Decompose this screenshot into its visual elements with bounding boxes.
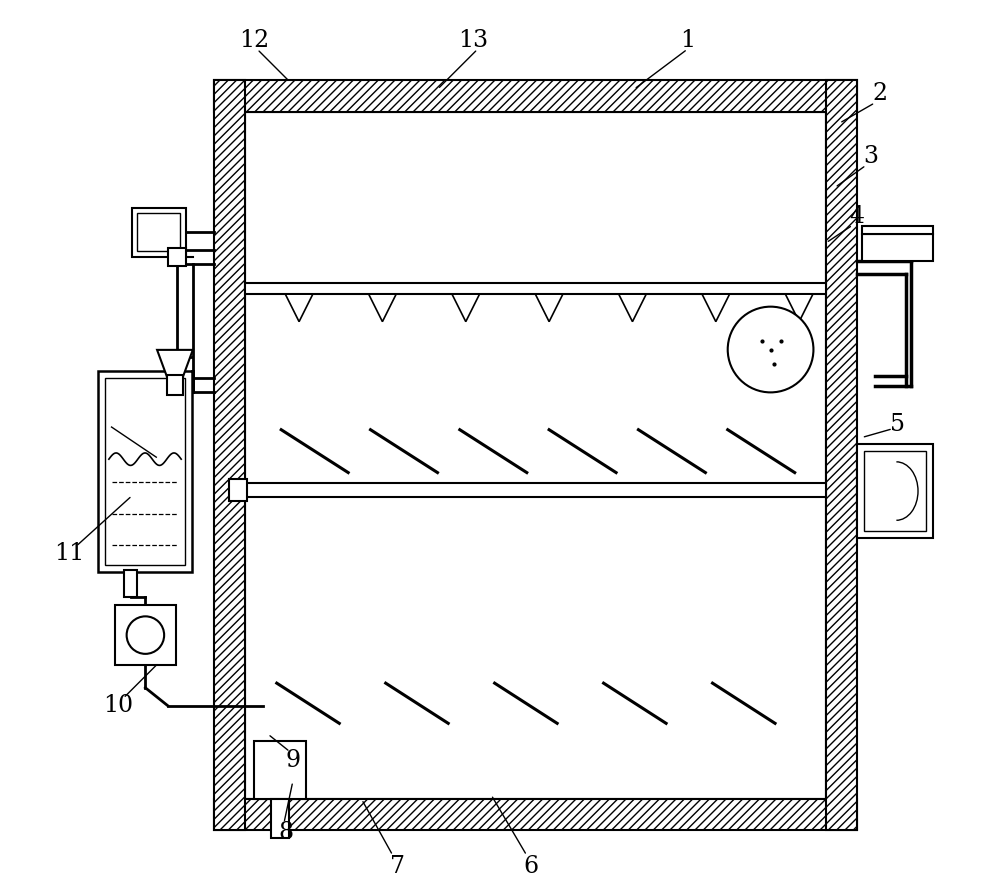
Polygon shape bbox=[452, 294, 480, 321]
Polygon shape bbox=[369, 294, 396, 321]
Ellipse shape bbox=[127, 616, 164, 654]
Text: 9: 9 bbox=[285, 749, 300, 772]
Text: 3: 3 bbox=[863, 145, 878, 168]
Polygon shape bbox=[619, 294, 646, 321]
Bar bbox=[245, 483, 826, 497]
Polygon shape bbox=[702, 294, 730, 321]
Text: 7: 7 bbox=[390, 855, 405, 878]
Bar bbox=[214, 799, 857, 830]
Bar bbox=[105, 378, 185, 564]
Bar bbox=[98, 371, 192, 572]
Bar bbox=[115, 605, 176, 665]
Text: 10: 10 bbox=[103, 694, 133, 717]
Bar bbox=[245, 112, 826, 799]
Bar bbox=[864, 451, 926, 530]
Bar bbox=[245, 282, 826, 294]
Text: 2: 2 bbox=[872, 82, 887, 105]
Bar bbox=[168, 247, 186, 265]
Bar bbox=[229, 479, 247, 501]
Polygon shape bbox=[157, 350, 193, 377]
Text: 8: 8 bbox=[278, 821, 293, 844]
Bar bbox=[214, 80, 857, 112]
Polygon shape bbox=[785, 294, 813, 321]
Text: 6: 6 bbox=[524, 855, 539, 878]
Bar bbox=[857, 444, 933, 538]
Bar bbox=[214, 80, 245, 830]
Text: 13: 13 bbox=[458, 29, 488, 52]
Bar bbox=[167, 375, 183, 395]
Polygon shape bbox=[535, 294, 563, 321]
Text: 5: 5 bbox=[890, 413, 905, 436]
Text: 12: 12 bbox=[239, 29, 270, 52]
Text: 11: 11 bbox=[54, 542, 85, 565]
Bar bbox=[254, 741, 306, 799]
Text: 4: 4 bbox=[850, 204, 865, 228]
Bar bbox=[132, 207, 186, 256]
Bar bbox=[124, 570, 137, 597]
Bar bbox=[137, 213, 180, 251]
Text: 1: 1 bbox=[680, 29, 695, 52]
Circle shape bbox=[728, 306, 813, 392]
Bar bbox=[271, 799, 289, 838]
Bar bbox=[826, 80, 857, 830]
Polygon shape bbox=[285, 294, 313, 321]
Bar bbox=[862, 226, 933, 234]
Bar bbox=[862, 234, 933, 261]
